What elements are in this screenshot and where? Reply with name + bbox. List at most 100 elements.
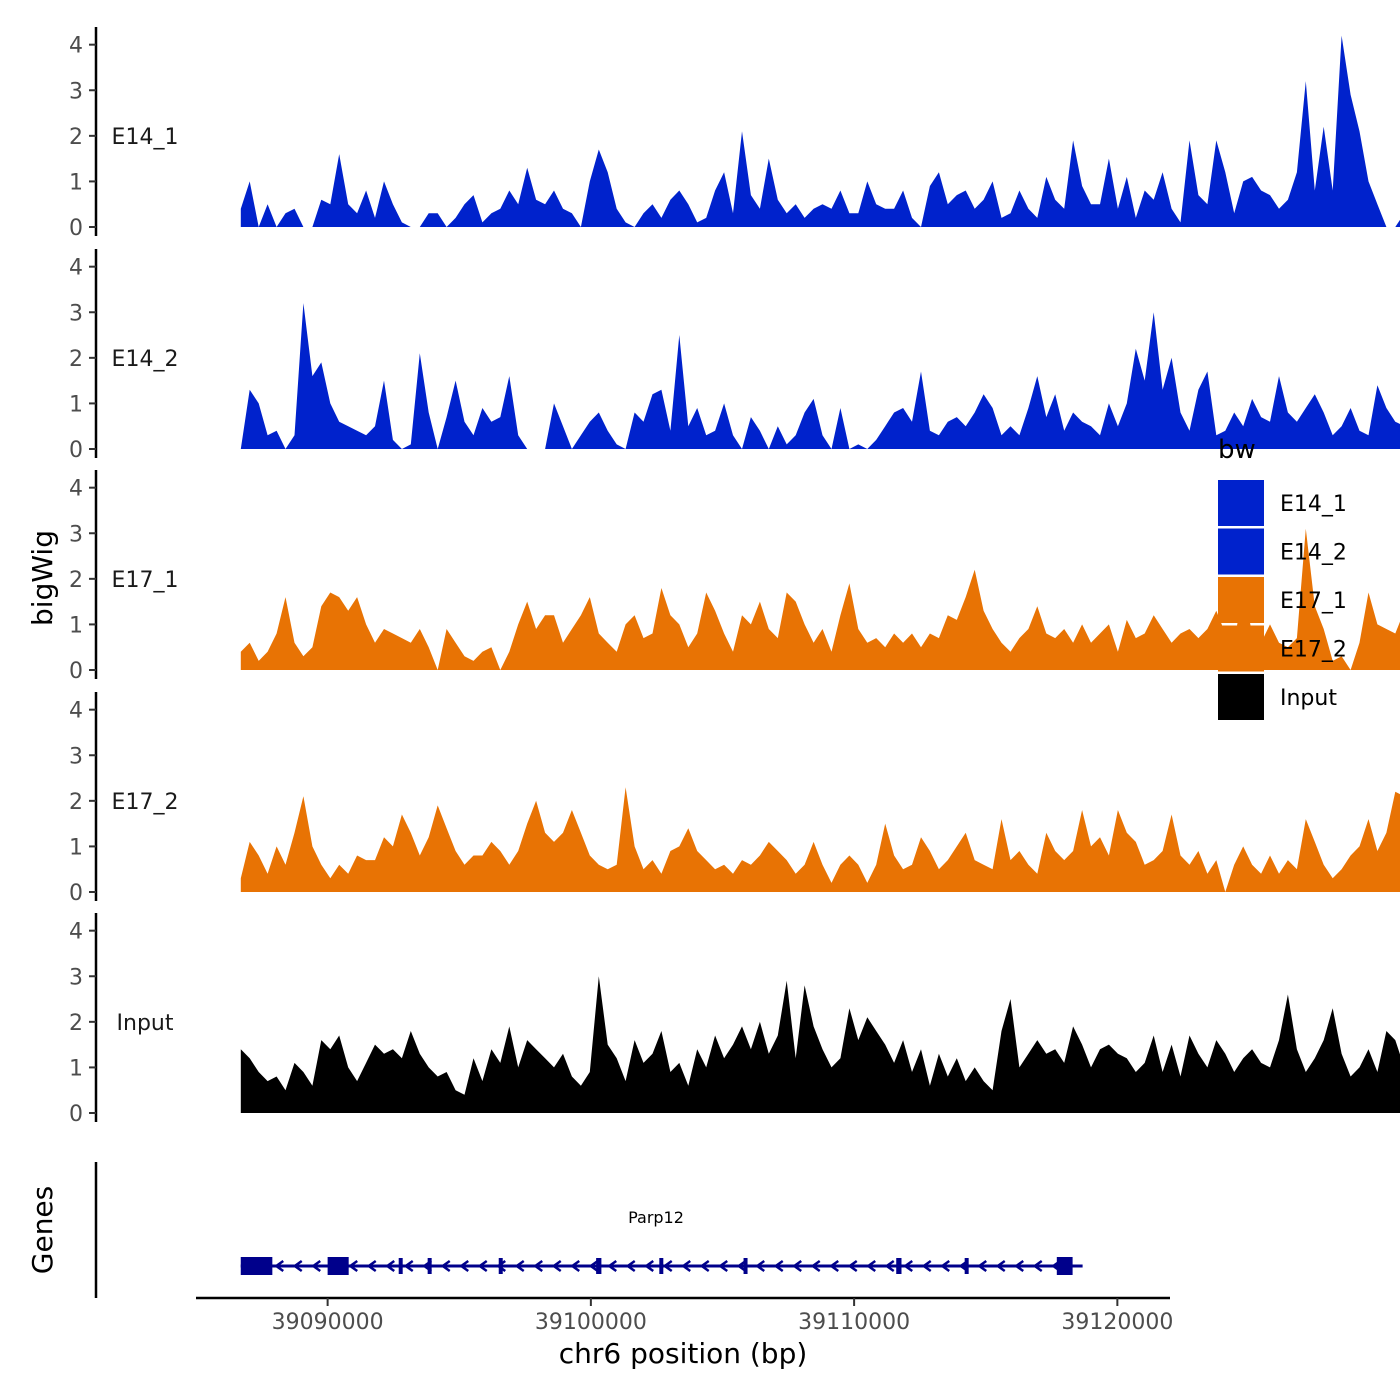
strand-arrow xyxy=(681,1259,691,1273)
strand-arrow xyxy=(644,1259,654,1273)
strand-arrow xyxy=(403,1259,414,1273)
strand-arrow xyxy=(551,1259,562,1273)
gene-model xyxy=(240,1257,1083,1275)
x-axis-title: chr6 position (bp) xyxy=(559,1337,808,1370)
strand-arrow xyxy=(903,1259,913,1273)
legend-swatch xyxy=(1218,577,1264,623)
track-e14-1: 0 1 2 3 4 E14_1 xyxy=(69,27,1400,241)
signal-area xyxy=(240,303,1400,449)
exon xyxy=(964,1258,969,1274)
signal-area xyxy=(240,528,1400,670)
signal-tracks: 0 1 2 3 4 E14_1 0 1 2 3 4 E14_2 0 1 2 3 4 E17_1 0 1 2 3 4 E17_2… xyxy=(69,27,1400,1127)
legend-label: Input xyxy=(1280,686,1337,711)
y-tick-label: 3 xyxy=(69,522,83,547)
y-tick-label: 1 xyxy=(69,1056,83,1081)
x-tick-label: 39120000 xyxy=(1061,1310,1173,1335)
strand-arrow xyxy=(311,1259,321,1273)
strand-arrow xyxy=(977,1259,987,1273)
strand-arrow xyxy=(625,1259,636,1273)
gene-panel-title: Genes xyxy=(26,1186,59,1274)
x-axis: 39090000 39100000 39110000 39120000 chr6 po… xyxy=(196,1296,1173,1370)
track-label: Input xyxy=(117,1011,174,1036)
strand-arrow xyxy=(385,1259,395,1273)
y-tick-label: 4 xyxy=(69,256,83,281)
y-tick-label: 2 xyxy=(69,568,83,593)
track-label: E14_2 xyxy=(112,347,179,372)
y-tick-label: 1 xyxy=(69,170,83,195)
legend-swatch xyxy=(1218,625,1264,672)
strand-arrow xyxy=(348,1259,358,1273)
strand-arrow xyxy=(718,1259,728,1273)
y-tick-label: 2 xyxy=(69,790,83,815)
strand-arrow xyxy=(533,1259,543,1273)
strand-arrow xyxy=(921,1259,932,1273)
x-tick-label: 39100000 xyxy=(535,1310,647,1335)
strand-arrow xyxy=(773,1259,784,1273)
strand-arrow xyxy=(755,1259,765,1273)
legend-swatch xyxy=(1218,480,1264,526)
exon xyxy=(240,1257,273,1275)
y-tick-label: 1 xyxy=(69,392,83,417)
track-e14-2: 0 1 2 3 4 E14_2 xyxy=(69,249,1400,463)
exon xyxy=(1056,1257,1073,1275)
legend-item-e17-1: E17_1 xyxy=(1218,577,1347,623)
strand-arrow xyxy=(736,1259,747,1273)
legend-label: E14_1 xyxy=(1280,492,1347,517)
y-tick-label: 1 xyxy=(69,835,83,860)
signal-area xyxy=(240,976,1400,1113)
strand-arrow xyxy=(940,1259,950,1273)
legend-item-e14-1: E14_1 xyxy=(1218,480,1347,526)
strand-arrow xyxy=(1014,1259,1024,1273)
x-tick-label: 39090000 xyxy=(272,1310,384,1335)
legend: bw E14_1 E14_2 E17_1 E17_2 Input xyxy=(1218,435,1347,720)
signal-area xyxy=(240,35,1400,227)
legend-swatch xyxy=(1218,674,1264,720)
legend-item-e14-2: E14_2 xyxy=(1218,528,1347,575)
strand-arrow xyxy=(459,1259,469,1273)
strand-arrow xyxy=(514,1259,525,1273)
strand-arrow xyxy=(588,1259,599,1273)
strand-arrow xyxy=(366,1259,377,1273)
strand-arrow xyxy=(995,1259,1006,1273)
legend-label: E17_2 xyxy=(1280,638,1347,663)
y-tick-label: 4 xyxy=(69,477,83,502)
strand-arrow xyxy=(884,1259,895,1273)
legend-title: bw xyxy=(1218,435,1256,465)
y-tick-label: 0 xyxy=(69,216,83,241)
y-tick-label: 0 xyxy=(69,438,83,463)
legend-label: E17_1 xyxy=(1280,589,1347,614)
y-tick-label: 0 xyxy=(69,659,83,684)
y-tick-label: 3 xyxy=(69,744,83,769)
y-axis-title: bigWig xyxy=(26,530,59,626)
exon xyxy=(498,1258,503,1274)
y-tick-label: 0 xyxy=(69,881,83,906)
track-label: E14_1 xyxy=(112,125,179,150)
strand-arrow xyxy=(607,1259,617,1273)
signal-area xyxy=(240,787,1400,892)
legend-item-e17-2: E17_2 xyxy=(1218,625,1347,672)
strand-arrow xyxy=(792,1259,802,1273)
y-tick-label: 4 xyxy=(69,699,83,724)
exon xyxy=(427,1258,432,1274)
strand-arrow xyxy=(699,1259,710,1273)
strand-arrow xyxy=(866,1259,876,1273)
exon xyxy=(596,1258,602,1274)
gene-panel: Genes Parp12 xyxy=(26,1162,1083,1298)
track-label: E17_1 xyxy=(112,568,179,593)
strand-arrow xyxy=(496,1259,506,1273)
strand-arrow xyxy=(292,1259,303,1273)
exon xyxy=(659,1258,664,1274)
track-input: 0 1 2 3 4 Input xyxy=(69,913,1400,1127)
strand-arrow xyxy=(274,1259,284,1273)
exon xyxy=(327,1257,349,1275)
y-tick-label: 3 xyxy=(69,79,83,104)
strand-arrow xyxy=(477,1259,488,1273)
track-e17-2: 0 1 2 3 4 E17_2 xyxy=(69,692,1400,906)
y-tick-label: 2 xyxy=(69,1011,83,1036)
legend-label: E14_2 xyxy=(1280,541,1347,566)
y-tick-label: 4 xyxy=(69,34,83,59)
strand-arrow xyxy=(570,1259,580,1273)
strand-arrow xyxy=(440,1259,451,1273)
strand-arrow xyxy=(829,1259,839,1273)
